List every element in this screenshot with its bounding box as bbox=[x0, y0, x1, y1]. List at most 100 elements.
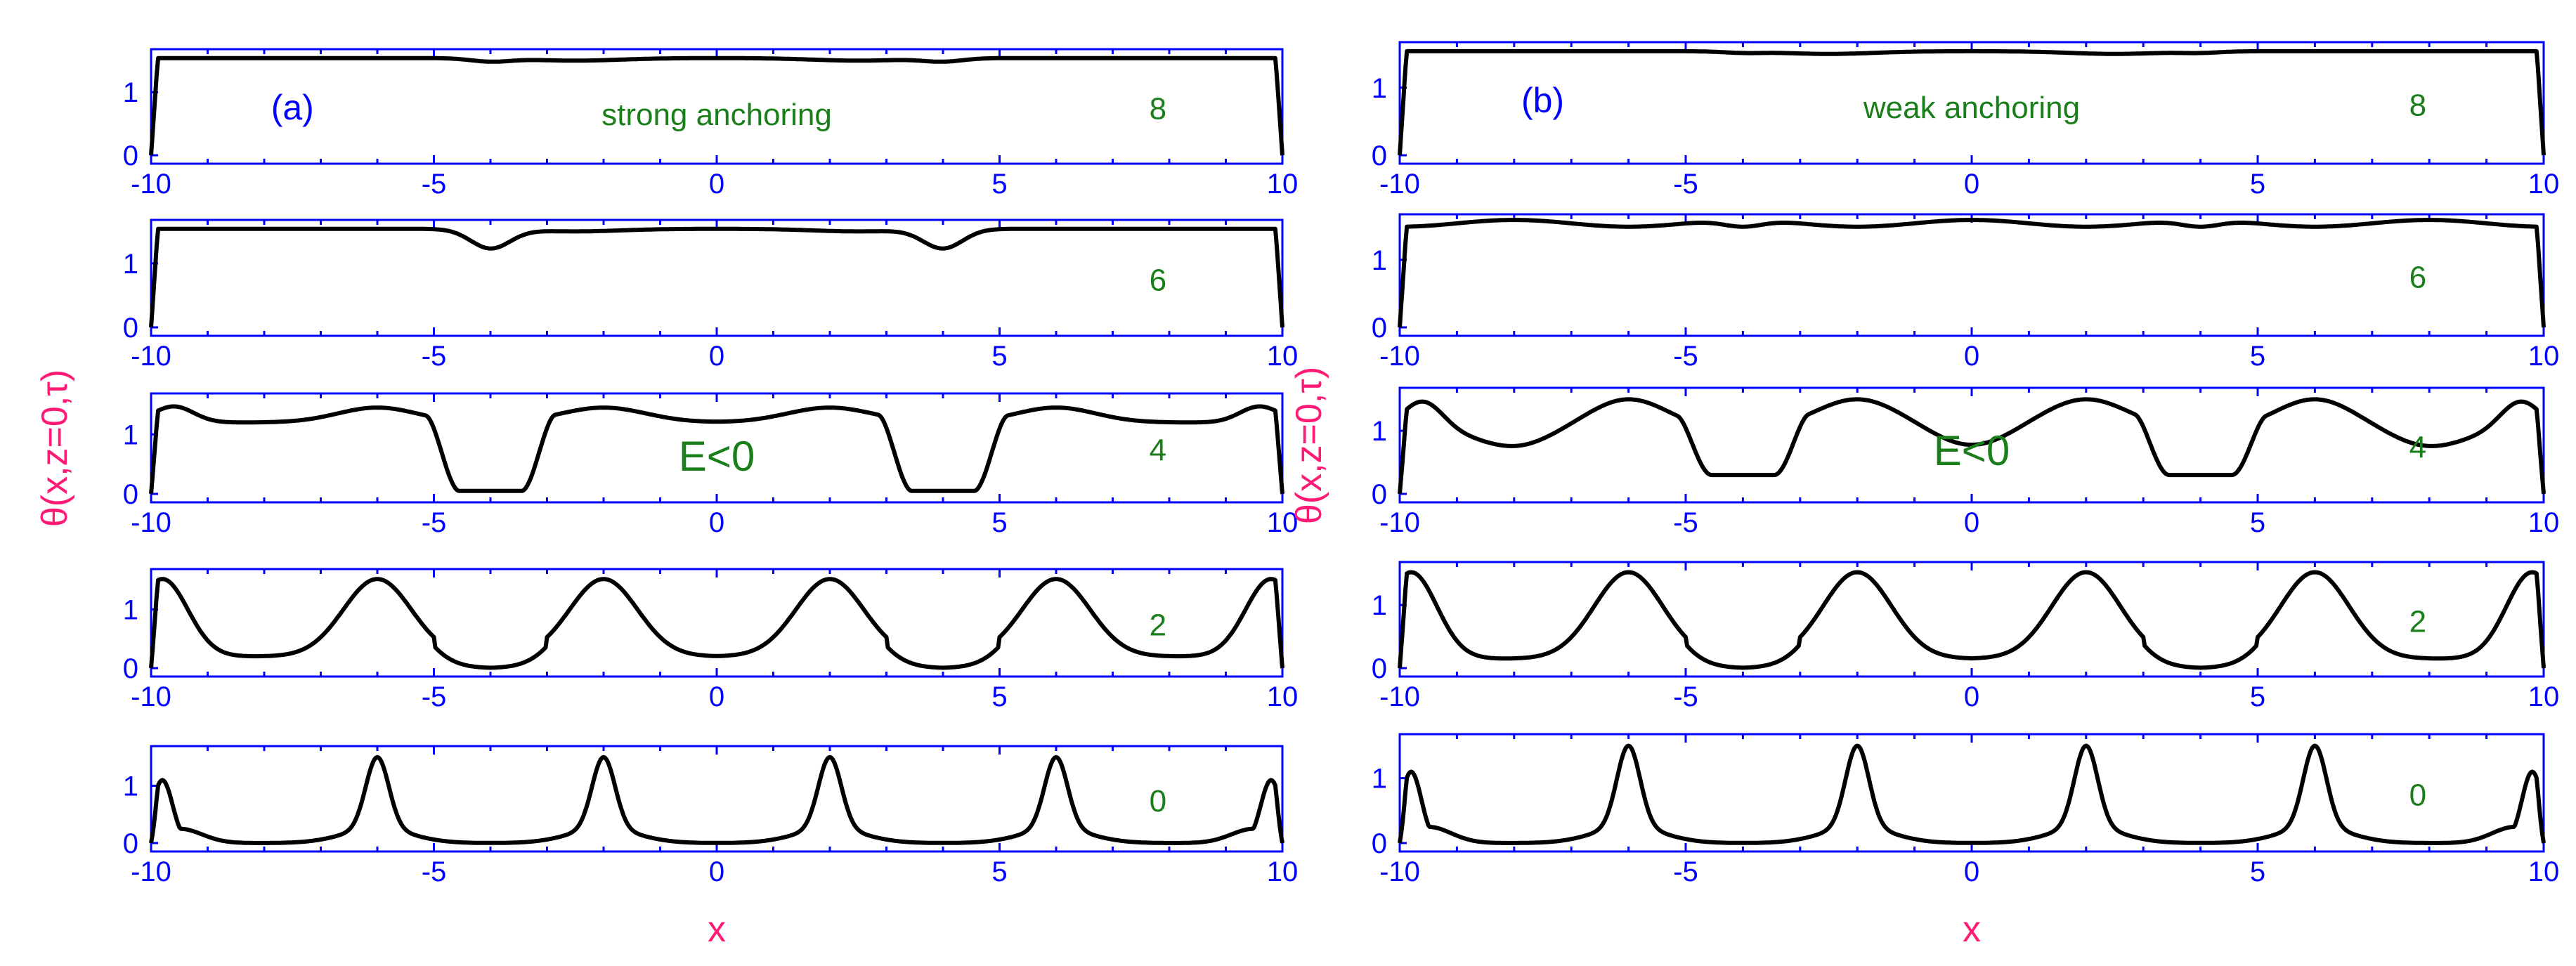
x-tick-label: -10 bbox=[1379, 507, 1420, 538]
x-tick-label: 0 bbox=[709, 341, 724, 372]
x-tick-label: 10 bbox=[1267, 507, 1299, 538]
subplot-tau-2: -10 -5 0 5 10 0 1 2 bbox=[123, 568, 1299, 712]
x-tick-label: 10 bbox=[2528, 856, 2560, 887]
x-tick-label: 5 bbox=[991, 341, 1007, 372]
x-tick-label: 5 bbox=[991, 856, 1007, 887]
tau-label: 4 bbox=[2409, 431, 2426, 465]
x-tick-label: 10 bbox=[1267, 341, 1299, 372]
x-axis-label: x bbox=[1963, 909, 1981, 950]
x-tick-label: -10 bbox=[131, 507, 171, 538]
x-tick-label: 5 bbox=[2250, 681, 2265, 712]
x-tick-label: -5 bbox=[1673, 507, 1698, 538]
x-tick-label: -5 bbox=[422, 507, 447, 538]
curve-tau-8 bbox=[1398, 48, 2546, 156]
x-tick-label: -10 bbox=[1379, 856, 1420, 887]
x-tick-label: 5 bbox=[2250, 507, 2265, 538]
x-tick-label: 0 bbox=[709, 169, 724, 200]
x-tick-label: 5 bbox=[2250, 169, 2265, 200]
x-tick-label: 5 bbox=[2250, 856, 2265, 887]
x-tick-label: 10 bbox=[2528, 169, 2560, 200]
plot-frame bbox=[150, 745, 1284, 853]
panel-label: (b) bbox=[1521, 81, 1564, 120]
x-tick-label: -5 bbox=[422, 169, 447, 200]
tau-label: 6 bbox=[1150, 263, 1166, 298]
tau-label: 8 bbox=[1150, 92, 1166, 126]
x-tick-label: 0 bbox=[1964, 856, 1979, 887]
y-tick-label: 0 bbox=[1372, 313, 1387, 344]
x-tick-label: 0 bbox=[709, 681, 724, 712]
curve-tau-0 bbox=[149, 755, 1284, 845]
x-tick-label: 0 bbox=[709, 856, 724, 887]
subplot-tau-6: -10 -5 0 5 10 0 1 6 bbox=[123, 218, 1299, 372]
y-tick-label: 1 bbox=[1372, 245, 1387, 276]
tau-label: 4 bbox=[1150, 433, 1166, 468]
subplot-tau-8: -10 -5 0 5 10 0 1 8 bbox=[1372, 41, 2560, 200]
tau-label: 0 bbox=[2409, 778, 2426, 813]
x-tick-label: 10 bbox=[1267, 169, 1299, 200]
x-tick-label: 0 bbox=[709, 507, 724, 538]
x-tick-label: -10 bbox=[131, 681, 171, 712]
y-tick-label: 0 bbox=[123, 653, 138, 684]
y-tick-label: 0 bbox=[1372, 479, 1387, 510]
y-tick-label: 1 bbox=[1372, 764, 1387, 795]
x-tick-label: 5 bbox=[991, 169, 1007, 200]
x-tick-label: -5 bbox=[1673, 341, 1698, 372]
y-tick-label: 0 bbox=[123, 313, 138, 344]
tau-label: 2 bbox=[1150, 608, 1166, 643]
x-tick-label: -5 bbox=[1673, 681, 1698, 712]
tau-label: 8 bbox=[2409, 89, 2426, 123]
y-axis-label: θ(x,z=0,τ) bbox=[1289, 367, 1329, 524]
energy-annotation: E<0 bbox=[679, 433, 755, 480]
y-tick-label: 1 bbox=[1372, 590, 1387, 621]
plot-frame bbox=[150, 568, 1284, 678]
curve-tau-6 bbox=[149, 226, 1284, 328]
y-tick-label: 1 bbox=[123, 77, 138, 108]
x-tick-label: 10 bbox=[2528, 681, 2560, 712]
x-tick-label: 10 bbox=[2528, 507, 2560, 538]
tau-label: 0 bbox=[1150, 784, 1166, 818]
subplot-tau-6: -10 -5 0 5 10 0 1 6 bbox=[1372, 213, 2560, 372]
curve-tau-8 bbox=[149, 56, 1284, 156]
y-tick-label: 0 bbox=[1372, 141, 1387, 171]
x-tick-label: -10 bbox=[131, 341, 171, 372]
y-axis-label: θ(x,z=0,τ) bbox=[34, 370, 75, 527]
panel-label: (a) bbox=[271, 88, 314, 127]
tau-label: 2 bbox=[2409, 605, 2426, 639]
curve-tau-4 bbox=[1398, 397, 2546, 495]
curve-tau-0 bbox=[1398, 743, 2546, 845]
x-tick-label: 5 bbox=[991, 507, 1007, 538]
y-tick-label: 0 bbox=[1372, 653, 1387, 684]
x-tick-label: -10 bbox=[1379, 169, 1420, 200]
x-tick-label: -10 bbox=[1379, 681, 1420, 712]
x-tick-label: -5 bbox=[1673, 856, 1698, 887]
x-tick-label: -5 bbox=[422, 341, 447, 372]
y-tick-label: 0 bbox=[123, 828, 138, 859]
anchoring-annotation: weak anchoring bbox=[1863, 91, 2080, 125]
y-tick-label: 1 bbox=[1372, 416, 1387, 447]
x-tick-label: 0 bbox=[1964, 341, 1979, 372]
subplot-tau-4: -10 -5 0 5 10 0 1 4 bbox=[1372, 386, 2560, 538]
x-axis-label: x bbox=[708, 909, 726, 950]
x-tick-label: 10 bbox=[1267, 681, 1299, 712]
energy-annotation: E<0 bbox=[1934, 427, 2010, 474]
curve-tau-4 bbox=[149, 404, 1284, 495]
y-tick-label: 0 bbox=[1372, 828, 1387, 859]
y-tick-label: 1 bbox=[123, 595, 138, 626]
plot-frame bbox=[1398, 213, 2545, 337]
curve-tau-2 bbox=[1398, 570, 2546, 670]
tau-label: 6 bbox=[2409, 261, 2426, 295]
y-tick-label: 1 bbox=[123, 249, 138, 280]
x-tick-label: -5 bbox=[422, 681, 447, 712]
x-tick-label: 0 bbox=[1964, 681, 1979, 712]
y-tick-label: 1 bbox=[123, 419, 138, 450]
x-tick-label: 10 bbox=[2528, 341, 2560, 372]
subplot-tau-2: -10 -5 0 5 10 0 1 2 bbox=[1372, 561, 2560, 712]
x-tick-label: 5 bbox=[2250, 341, 2265, 372]
y-tick-label: 0 bbox=[123, 141, 138, 171]
y-tick-label: 0 bbox=[123, 479, 138, 510]
